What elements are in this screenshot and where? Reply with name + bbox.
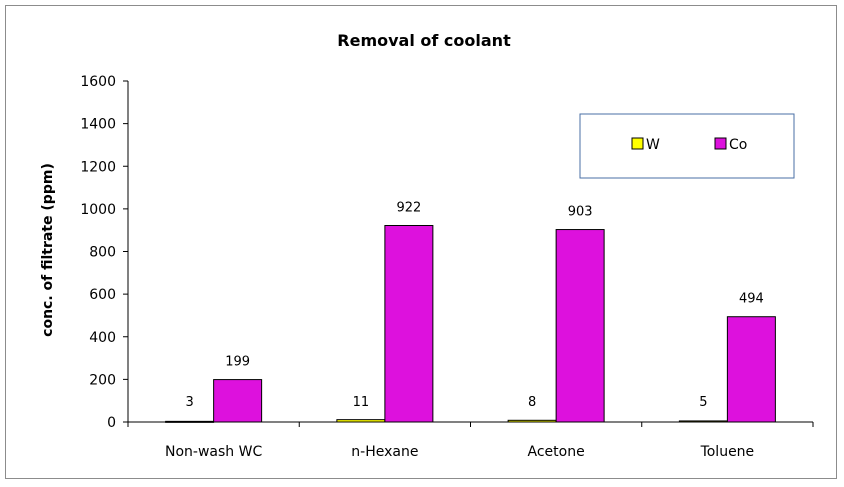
data-label-w: 5: [699, 395, 707, 410]
bar-co: [726, 316, 776, 423]
data-label-w: 8: [528, 395, 536, 410]
y-tick-label: 1600: [80, 74, 116, 90]
y-tick-label: 600: [89, 287, 116, 303]
bars: 3 11 8 5 199 922 903 494: [165, 200, 776, 423]
data-label-w: 11: [353, 395, 370, 410]
bar-co: [213, 379, 263, 423]
y-tick-label: 1200: [80, 159, 116, 175]
x-category-label: Non-wash WC: [165, 444, 262, 460]
y-tick-label: 400: [89, 330, 116, 346]
y-tick-label: 1400: [80, 117, 116, 133]
x-category-label: Toluene: [700, 444, 755, 460]
chart-title: Removal of coolant: [337, 31, 511, 50]
y-axis-label: conc. of filtrate (ppm): [40, 163, 56, 337]
data-label-w: 3: [185, 395, 193, 410]
y-tick-label: 200: [89, 372, 116, 388]
legend-label-co: Co: [729, 137, 747, 153]
bar-co: [555, 229, 605, 423]
data-label-co: 922: [396, 200, 421, 215]
y-tick-label: 1000: [80, 202, 116, 218]
bar-co: [384, 224, 434, 423]
bar-w: [678, 420, 728, 423]
x-category-label: n-Hexane: [351, 444, 418, 460]
legend-swatch-w: [631, 137, 644, 150]
bar-w: [165, 420, 215, 423]
data-label-co: 199: [225, 355, 250, 370]
data-label-co: 903: [568, 205, 593, 220]
bar-w: [336, 419, 386, 423]
legend-swatch-co: [714, 137, 727, 150]
data-label-co: 494: [739, 292, 764, 307]
legend-label-w: W: [646, 137, 660, 153]
x-category-label: Acetone: [528, 444, 585, 460]
bar-w: [507, 419, 557, 423]
legend: W Co: [579, 113, 795, 179]
y-tick-label: 0: [107, 415, 116, 431]
y-tick-label: 800: [89, 245, 116, 261]
legend-box: [579, 113, 795, 179]
